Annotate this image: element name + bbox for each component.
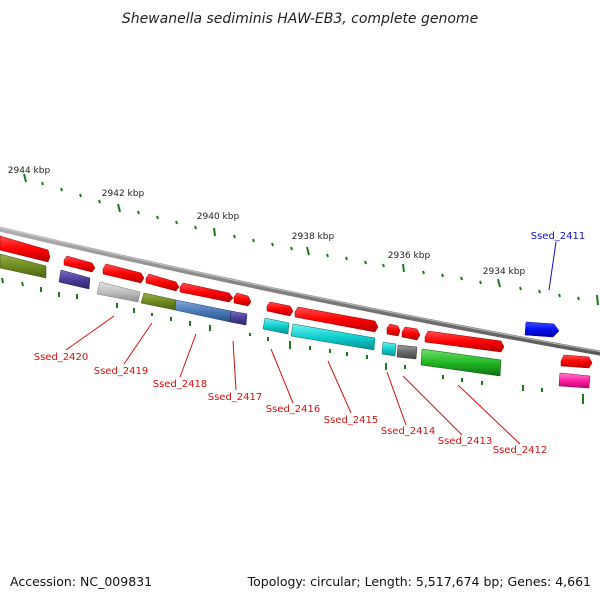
gene-label[interactable]: Ssed_2415 — [324, 415, 379, 426]
gene-label[interactable]: Ssed_2417 — [208, 392, 263, 403]
gene-cyan-1[interactable] — [262, 317, 290, 335]
genome-backbone — [0, 226, 600, 356]
gene-steel[interactable] — [174, 299, 232, 323]
gene-label[interactable]: Ssed_2412 — [493, 445, 548, 456]
inner-ruler-ticks — [1, 277, 584, 404]
gene-ssed-2420-area[interactable] — [0, 235, 593, 369]
map-title: Shewanella sediminis HAW-EB3, complete g… — [122, 11, 478, 27]
gene-label[interactable]: Ssed_2414 — [381, 426, 436, 437]
gene-label[interactable]: Ssed_2420 — [34, 352, 89, 363]
gene-pink[interactable] — [558, 372, 591, 389]
gene-green[interactable] — [420, 348, 502, 377]
gene-labels: Ssed_2420 Ssed_2419 Ssed_2418 Ssed_2417 … — [34, 231, 586, 456]
tick-label: 2936 kbp — [388, 251, 431, 261]
gene-silver[interactable] — [96, 281, 141, 303]
ruler-minor-ticks — [41, 181, 580, 301]
tick-label: 2940 kbp — [197, 212, 240, 222]
genome-backbone-highlight — [0, 227, 600, 353]
gene-olive-1[interactable] — [0, 253, 47, 279]
label-leaders — [65, 241, 557, 445]
tick-label: 2934 kbp — [483, 267, 526, 277]
gene-purple-1[interactable] — [58, 269, 91, 290]
accession-text: Accession: NC_009831 — [10, 574, 152, 589]
gene-gray[interactable] — [396, 344, 418, 360]
ruler-major-ticks — [23, 173, 599, 306]
tick-label: 2938 kbp — [292, 232, 335, 242]
tick-label: 2944 kbp — [8, 166, 51, 176]
gene-label[interactable]: Ssed_2416 — [266, 404, 321, 415]
gene-label[interactable]: Ssed_2413 — [438, 436, 493, 447]
gene-ssed-2411[interactable] — [524, 321, 560, 338]
gene-label[interactable]: Ssed_2418 — [153, 379, 208, 390]
topology-text: Topology: circular; Length: 5,517,674 bp… — [247, 574, 591, 589]
gene-label[interactable]: Ssed_2411 — [531, 231, 586, 242]
gene-cyan-2[interactable] — [290, 323, 376, 351]
reverse-strand-genes — [0, 235, 593, 389]
gene-olive-2[interactable] — [140, 292, 177, 311]
ruler: 2944 kbp 2942 kbp 2940 kbp 2938 kbp 2936… — [8, 166, 599, 306]
gene-purple-2[interactable] — [229, 310, 248, 326]
tick-label: 2942 kbp — [102, 189, 145, 199]
gene-cyan-3[interactable] — [381, 341, 397, 357]
gene-label[interactable]: Ssed_2419 — [94, 366, 149, 377]
